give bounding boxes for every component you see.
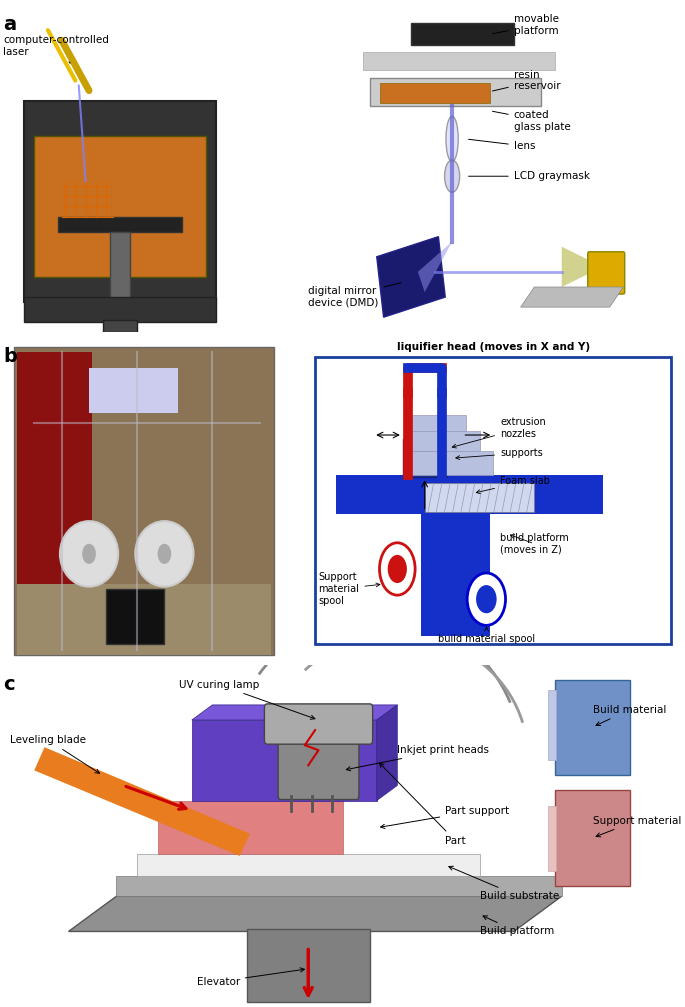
- FancyBboxPatch shape: [555, 790, 630, 886]
- FancyBboxPatch shape: [137, 854, 479, 876]
- FancyBboxPatch shape: [411, 23, 514, 45]
- Polygon shape: [192, 720, 377, 801]
- FancyBboxPatch shape: [425, 483, 534, 512]
- Ellipse shape: [445, 160, 460, 192]
- Text: Build substrate: Build substrate: [449, 866, 559, 901]
- Text: a: a: [3, 15, 16, 34]
- FancyBboxPatch shape: [421, 514, 490, 636]
- FancyBboxPatch shape: [34, 136, 206, 277]
- Ellipse shape: [467, 573, 506, 625]
- Text: digital mirror
device (DMD): digital mirror device (DMD): [308, 283, 401, 308]
- Polygon shape: [562, 247, 603, 287]
- Polygon shape: [521, 287, 623, 307]
- Text: resin
reservoir: resin reservoir: [493, 69, 560, 92]
- FancyBboxPatch shape: [336, 475, 603, 514]
- FancyBboxPatch shape: [548, 806, 556, 871]
- FancyBboxPatch shape: [106, 589, 164, 644]
- Text: extrusion
nozzles: extrusion nozzles: [452, 417, 546, 448]
- FancyBboxPatch shape: [24, 101, 216, 302]
- FancyBboxPatch shape: [370, 78, 541, 106]
- Polygon shape: [377, 237, 445, 317]
- FancyBboxPatch shape: [89, 368, 178, 413]
- Text: Support
material
spool: Support material spool: [319, 573, 380, 605]
- Text: build material spool: build material spool: [438, 627, 536, 644]
- Ellipse shape: [476, 585, 497, 613]
- FancyBboxPatch shape: [315, 357, 671, 644]
- Ellipse shape: [158, 544, 171, 564]
- Polygon shape: [68, 896, 562, 931]
- Ellipse shape: [388, 555, 407, 583]
- FancyBboxPatch shape: [548, 690, 556, 760]
- Text: Support material: Support material: [593, 816, 681, 837]
- FancyBboxPatch shape: [404, 451, 493, 475]
- FancyBboxPatch shape: [24, 297, 216, 322]
- Ellipse shape: [135, 521, 194, 586]
- Text: LCD graymask: LCD graymask: [469, 171, 590, 181]
- FancyBboxPatch shape: [110, 232, 130, 302]
- Text: UV curing lamp: UV curing lamp: [179, 680, 315, 719]
- FancyBboxPatch shape: [404, 431, 480, 451]
- FancyBboxPatch shape: [555, 680, 630, 775]
- Text: build platform
(moves in Z): build platform (moves in Z): [500, 533, 569, 555]
- Text: b: b: [3, 347, 17, 367]
- FancyBboxPatch shape: [588, 252, 625, 294]
- Text: Foam slab: Foam slab: [476, 476, 550, 493]
- Ellipse shape: [379, 543, 415, 595]
- Text: Part: Part: [379, 763, 466, 846]
- FancyBboxPatch shape: [17, 584, 271, 655]
- FancyBboxPatch shape: [247, 929, 370, 1002]
- Polygon shape: [377, 705, 397, 801]
- FancyBboxPatch shape: [403, 439, 447, 477]
- Text: c: c: [3, 675, 15, 694]
- FancyBboxPatch shape: [103, 320, 137, 332]
- FancyBboxPatch shape: [404, 415, 466, 431]
- Text: Part support: Part support: [381, 806, 510, 829]
- Text: Build platform: Build platform: [479, 915, 553, 937]
- Polygon shape: [192, 705, 397, 720]
- Text: supports: supports: [456, 448, 543, 459]
- Text: coated
glass plate: coated glass plate: [493, 110, 571, 132]
- FancyBboxPatch shape: [363, 52, 555, 70]
- Polygon shape: [116, 876, 562, 896]
- FancyBboxPatch shape: [380, 83, 490, 103]
- Text: Build material: Build material: [593, 705, 666, 726]
- Ellipse shape: [446, 117, 458, 162]
- Polygon shape: [418, 242, 452, 292]
- FancyBboxPatch shape: [264, 704, 373, 744]
- Text: liquifier head (moves in X and Y): liquifier head (moves in X and Y): [397, 342, 590, 352]
- Text: computer-controlled
laser: computer-controlled laser: [3, 35, 110, 63]
- Text: movable
platform: movable platform: [493, 14, 559, 36]
- FancyBboxPatch shape: [278, 736, 359, 800]
- Text: Elevator: Elevator: [197, 968, 304, 987]
- FancyBboxPatch shape: [14, 347, 274, 655]
- Text: lens: lens: [469, 139, 535, 151]
- Polygon shape: [158, 801, 342, 854]
- Ellipse shape: [60, 521, 118, 586]
- Text: Inkjet print heads: Inkjet print heads: [347, 745, 489, 770]
- Text: Leveling blade: Leveling blade: [10, 735, 99, 773]
- FancyBboxPatch shape: [58, 217, 182, 232]
- FancyBboxPatch shape: [17, 352, 92, 584]
- Polygon shape: [34, 747, 250, 856]
- Ellipse shape: [82, 544, 96, 564]
